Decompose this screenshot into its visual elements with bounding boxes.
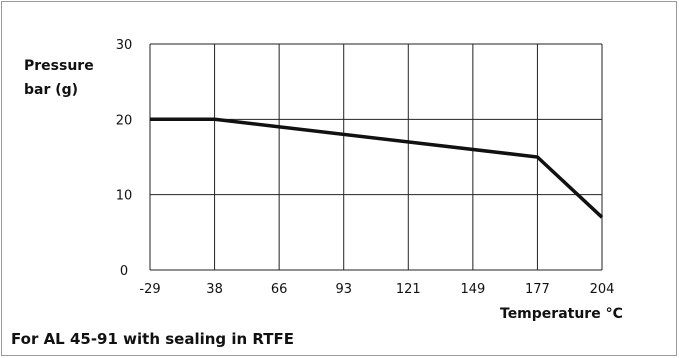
x-axis-label: Temperature °C bbox=[500, 306, 623, 322]
x-tick-label: 93 bbox=[335, 282, 352, 297]
series-line bbox=[150, 117, 604, 219]
y-tick-label: 0 bbox=[120, 264, 128, 279]
x-tick-label: 121 bbox=[396, 282, 421, 297]
x-tick-label: 177 bbox=[525, 282, 550, 297]
grid bbox=[149, 43, 603, 271]
y-tick-label: 30 bbox=[116, 38, 133, 53]
series-layer bbox=[150, 117, 604, 219]
y-axis-label-line-2: bar (g) bbox=[24, 82, 79, 98]
y-tick-labels: 0 10 20 30 bbox=[116, 38, 133, 279]
y-tick-label: 20 bbox=[116, 113, 133, 128]
x-tick-label: 38 bbox=[206, 282, 223, 297]
x-tick-label: 149 bbox=[460, 282, 485, 297]
y-axis-label-line-1: Pressure bbox=[24, 58, 94, 74]
x-tick-label: -29 bbox=[139, 282, 160, 297]
x-tick-labels: -29 38 66 93 121 149 177 204 bbox=[139, 282, 614, 297]
y-tick-label: 10 bbox=[116, 189, 133, 204]
x-tick-label: 66 bbox=[271, 282, 288, 297]
chart-caption: For AL 45-91 with sealing in RTFE bbox=[11, 330, 295, 348]
x-tick-label: 204 bbox=[590, 282, 615, 297]
